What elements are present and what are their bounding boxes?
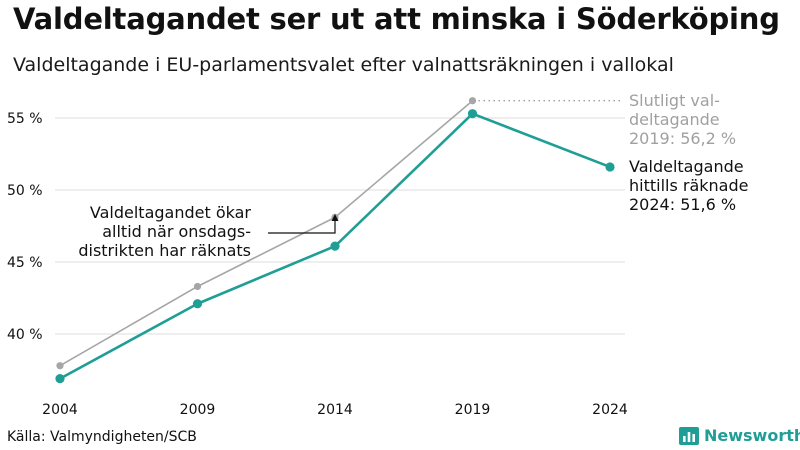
- y-tick-label: 45 %: [7, 255, 43, 271]
- counted-turnout-label: 2024: 51,6 %: [629, 195, 736, 214]
- x-tick-label: 2019: [455, 402, 491, 418]
- final-turnout-point: [56, 362, 64, 370]
- brand-name: Newsworthy: [704, 426, 800, 445]
- counted-turnout-point: [192, 299, 203, 309]
- note-arrow-line: [268, 218, 336, 234]
- counted-turnout-label: Valdeltagande: [629, 157, 744, 176]
- note-label: distrikten har räknats: [78, 241, 251, 260]
- note-label: Valdeltagandet ökar: [90, 203, 252, 222]
- arrow-up-icon: [331, 214, 339, 221]
- final-turnout-label: deltagande: [629, 110, 720, 129]
- x-tick-label: 2024: [592, 402, 628, 418]
- brand-logo: Newsworthy: [679, 426, 800, 445]
- chart-title: Valdeltagandet ser ut att minska i Söder…: [13, 2, 780, 36]
- counted-turnout-label: hittills räknade: [629, 176, 748, 195]
- final-turnout-label: Slutligt val-: [629, 91, 720, 110]
- x-tick-label: 2004: [42, 402, 78, 418]
- y-tick-label: 50 %: [7, 183, 43, 199]
- x-axis-ticks: 2004 2009 2014 2019 2024: [42, 402, 628, 418]
- y-axis-ticks: 40 % 45 % 50 % 55 %: [7, 111, 43, 343]
- y-tick-label: 55 %: [7, 111, 43, 127]
- final-turnout-line: [59, 100, 474, 367]
- counted-turnout-point: [55, 374, 65, 384]
- grid-lines: [55, 117, 625, 335]
- bar-chart-icon: [679, 426, 699, 445]
- final-turnout-point: [468, 97, 477, 105]
- counted-turnout-point: [605, 162, 615, 172]
- series: [55, 97, 615, 384]
- y-tick-label: 40 %: [7, 327, 43, 343]
- final-turnout-label: 2019: 56,2 %: [629, 129, 736, 148]
- note-label: alltid när onsdags-: [102, 222, 251, 241]
- source-note: Källa: Valmyndigheten/SCB: [7, 429, 197, 445]
- counted-turnout-point: [467, 109, 478, 119]
- counted-turnout-point: [330, 241, 340, 251]
- x-tick-label: 2014: [317, 402, 353, 418]
- x-tick-label: 2009: [180, 402, 216, 418]
- chart-subtitle: Valdeltagande i EU-parlamentsvalet efter…: [13, 54, 674, 76]
- final-turnout-point: [193, 282, 202, 291]
